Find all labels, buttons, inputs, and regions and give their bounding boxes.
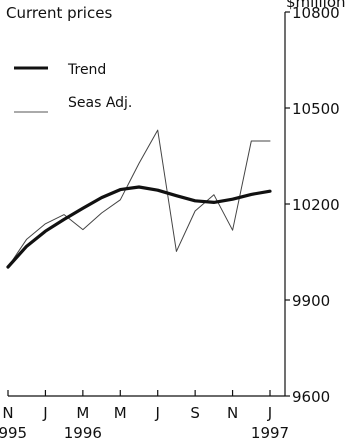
- x-tick-label: J: [42, 404, 47, 422]
- year-label: 1995: [0, 424, 27, 442]
- year-label: 1997: [251, 424, 289, 442]
- x-tick-label: M: [76, 404, 89, 422]
- y-tick-label: 10800: [292, 4, 340, 22]
- x-tick-label: S: [190, 404, 200, 422]
- x-tick-label: M: [114, 404, 127, 422]
- legend-seas-adj-label: Seas Adj.: [68, 95, 132, 111]
- y-axis-ticks: 10800 10500 10200 9900 9600: [285, 4, 340, 406]
- chart-title: Current prices: [6, 4, 112, 22]
- series-lines: [6, 129, 272, 269]
- x-tick-label: N: [227, 404, 238, 422]
- seas-adj-line: [7, 129, 271, 268]
- legend-trend-label: Trend: [67, 62, 106, 78]
- x-tick-label: J: [267, 404, 272, 422]
- year-label: 1996: [64, 424, 102, 442]
- trend-line: [6, 185, 272, 269]
- y-tick-label: 10500: [292, 100, 340, 118]
- x-tick-label: J: [154, 404, 159, 422]
- x-tick-label: N: [2, 404, 13, 422]
- y-tick-label: 9900: [292, 292, 330, 310]
- legend: Trend Seas Adj.: [14, 62, 132, 113]
- y-axis-unit-label: $million: [286, 0, 346, 11]
- y-tick-label: 9600: [292, 388, 330, 406]
- year-labels: 1995 1996 1997: [0, 424, 289, 442]
- y-tick-label: 10200: [292, 196, 340, 214]
